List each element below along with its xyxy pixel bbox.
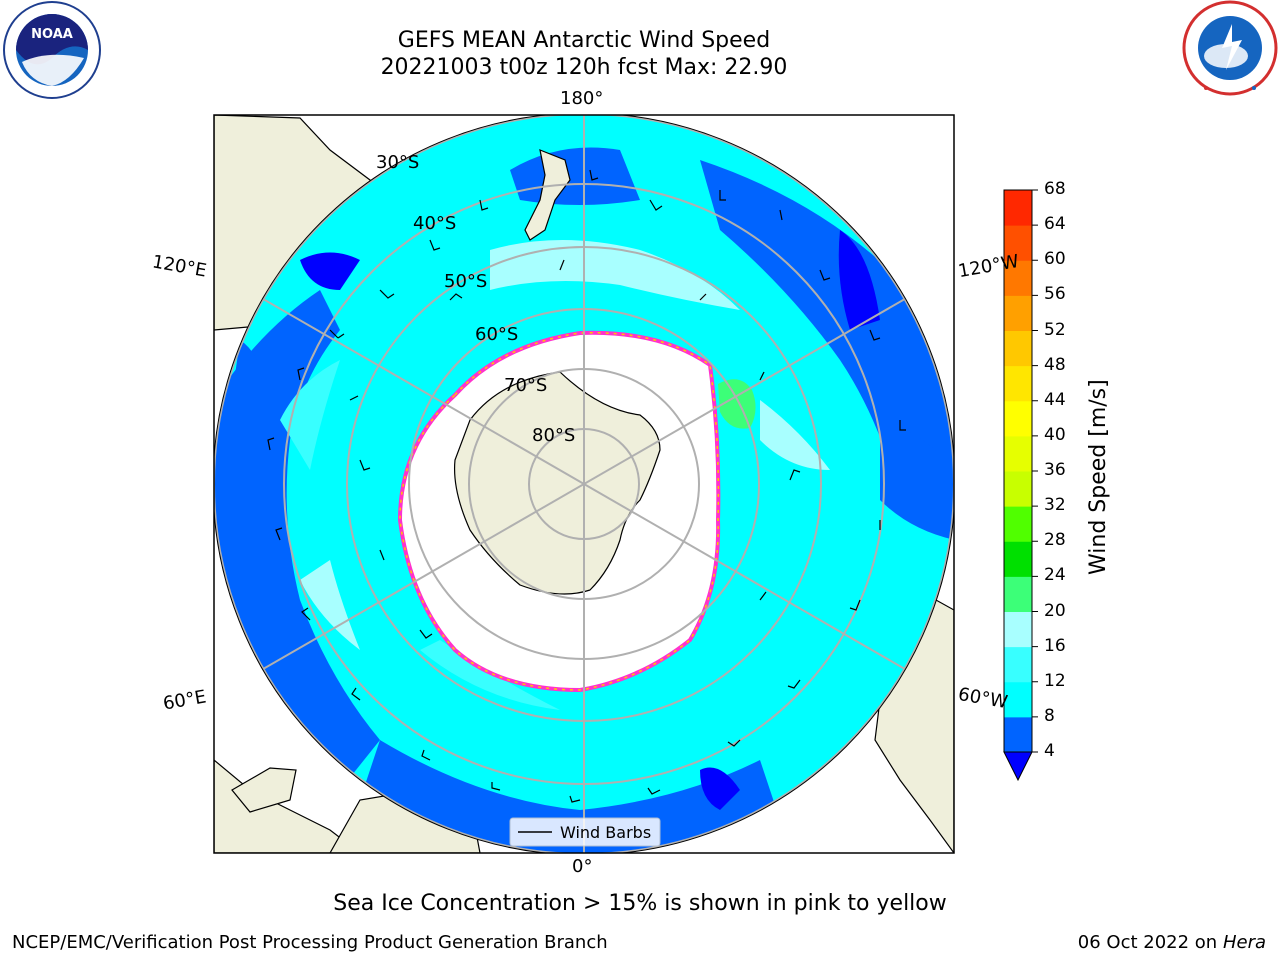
lat-label: 60°S [475, 324, 518, 345]
noaa-logo: NOAA [4, 2, 100, 98]
footer-date: 06 Oct 2022 on [1078, 932, 1223, 953]
svg-text:NOAA: NOAA [31, 27, 73, 42]
colorbar-segment [1004, 331, 1032, 367]
colorbar-segment [1004, 366, 1032, 402]
colorbar-segment [1004, 576, 1032, 612]
lat-label: 80°S [532, 425, 575, 446]
colorbar-tick-label: 40 [1044, 425, 1066, 445]
colorbar-tick-label: 32 [1044, 495, 1066, 515]
colorbar-segment [1004, 436, 1032, 472]
nws-logo [1184, 2, 1276, 94]
colorbar-tick-label: 56 [1044, 284, 1066, 304]
colorbar-tick-label: 24 [1044, 565, 1066, 585]
colorbar-segment [1004, 717, 1032, 753]
colorbar-segment [1004, 612, 1032, 648]
colorbar-tick-label: 28 [1044, 530, 1066, 550]
caption: Sea Ice Concentration > 15% is shown in … [0, 891, 1280, 916]
colorbar-segment [1004, 647, 1032, 683]
colorbar-tick-label: 48 [1044, 355, 1066, 375]
colorbar-title: Wind Speed [m/s] [1086, 379, 1111, 575]
lon-label-top: 180° [560, 88, 603, 109]
lat-label: 40°S [413, 213, 456, 234]
lat-label: 70°S [504, 375, 547, 396]
chart-title: GEFS MEAN Antarctic Wind Speed [284, 28, 884, 54]
colorbar-tick-label: 8 [1044, 706, 1055, 726]
colorbar-tick-label: 64 [1044, 214, 1066, 234]
footer-left: NCEP/EMC/Verification Post Processing Pr… [12, 932, 608, 953]
footer-machine: Hera [1223, 932, 1266, 953]
colorbar-segment [1004, 506, 1032, 542]
map-frame-area [213, 100, 955, 870]
legend: Wind Barbs [510, 818, 660, 846]
lat-label: 50°S [444, 271, 487, 292]
colorbar-tick-label: 60 [1044, 249, 1066, 269]
colorbar-tick-label: 16 [1044, 636, 1066, 656]
colorbar-tick-label: 44 [1044, 390, 1066, 410]
colorbar-segment [1004, 401, 1032, 437]
colorbar-segment [1004, 190, 1032, 226]
footer-right: 06 Oct 2022 on Hera [1078, 932, 1266, 953]
colorbar-tick-label: 36 [1044, 460, 1066, 480]
colorbar-tick-label: 20 [1044, 601, 1066, 621]
colorbar-tick-label: 52 [1044, 320, 1066, 340]
colorbar-segment [1004, 471, 1032, 507]
legend-label: Wind Barbs [560, 823, 651, 842]
lat-label: 30°S [376, 152, 419, 173]
colorbar-under-triangle [1004, 752, 1032, 780]
colorbar-segment [1004, 541, 1032, 577]
colorbar-tick-label: 68 [1044, 179, 1066, 199]
lon-label-bottom: 0° [572, 856, 592, 877]
chart-subtitle: 20221003 t00z 120h fcst Max: 22.90 [284, 55, 884, 81]
colorbar-tick-label: 4 [1044, 741, 1055, 761]
colorbar-segment [1004, 295, 1032, 331]
colorbar-tick-label: 12 [1044, 671, 1066, 691]
